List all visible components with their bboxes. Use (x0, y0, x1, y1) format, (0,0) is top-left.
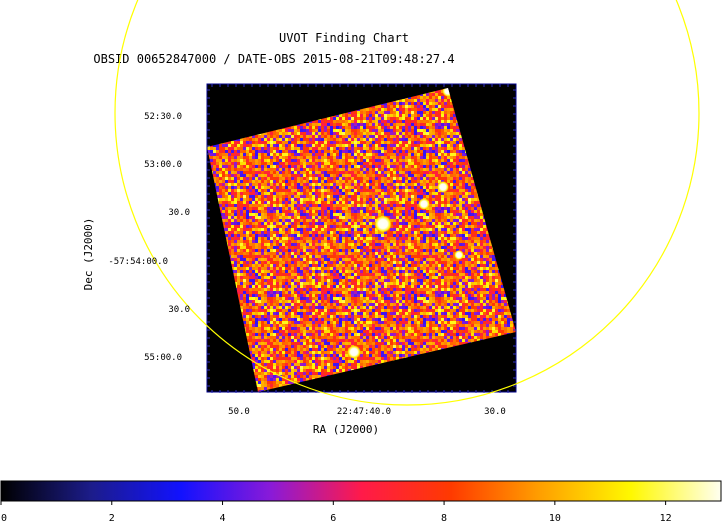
colorbar-tick-label: 8 (441, 513, 447, 521)
dec-axis-label: Dec (J2000) (82, 218, 95, 291)
error-circle (114, 0, 700, 406)
colorbar-tick-label: 12 (660, 513, 672, 521)
ra-tick-label: 30.0 (484, 407, 506, 417)
colorbar (0, 480, 722, 502)
dec-tick-label: 53:00.0 (144, 160, 182, 170)
ra-tick-label: 50.0 (228, 407, 250, 417)
colorbar-tick-label: 6 (330, 513, 336, 521)
dec-tick-label: 52:30.0 (144, 112, 182, 122)
dec-tick-label: -57:54:00.0 (108, 257, 168, 267)
colorbar-ticks: 0 2 4 6 8 10 12 (0, 501, 672, 521)
dec-tick-label: 30.0 (168, 208, 190, 218)
frame-ticks (207, 84, 516, 393)
colorbar-tick-label: 2 (109, 513, 115, 521)
ra-tick-label: 22:47:40.0 (337, 407, 391, 417)
colorbar-tick-label: 0 (1, 513, 7, 521)
ra-axis: 50.0 22:47:40.0 30.0 (228, 407, 506, 417)
dec-tick-label: 55:00.0 (144, 353, 182, 363)
star (454, 250, 464, 260)
star-sources (347, 88, 464, 359)
image-frame (206, 83, 517, 393)
star (347, 345, 361, 359)
colorbar-tick-label: 10 (549, 513, 561, 521)
chart-subtitle: OBSID 00652847000 / DATE-OBS 2015-08-21T… (93, 52, 454, 66)
colorbar-tick-label: 4 (220, 513, 226, 521)
chart-title: UVOT Finding Chart (279, 31, 409, 45)
dec-axis: 52:30.0 53:00.0 30.0 -57:54:00.0 30.0 55… (108, 112, 190, 363)
star (437, 181, 449, 193)
star (374, 215, 392, 233)
ra-axis-label: RA (J2000) (313, 423, 379, 436)
star (418, 198, 430, 210)
dec-tick-label: 30.0 (168, 305, 190, 315)
